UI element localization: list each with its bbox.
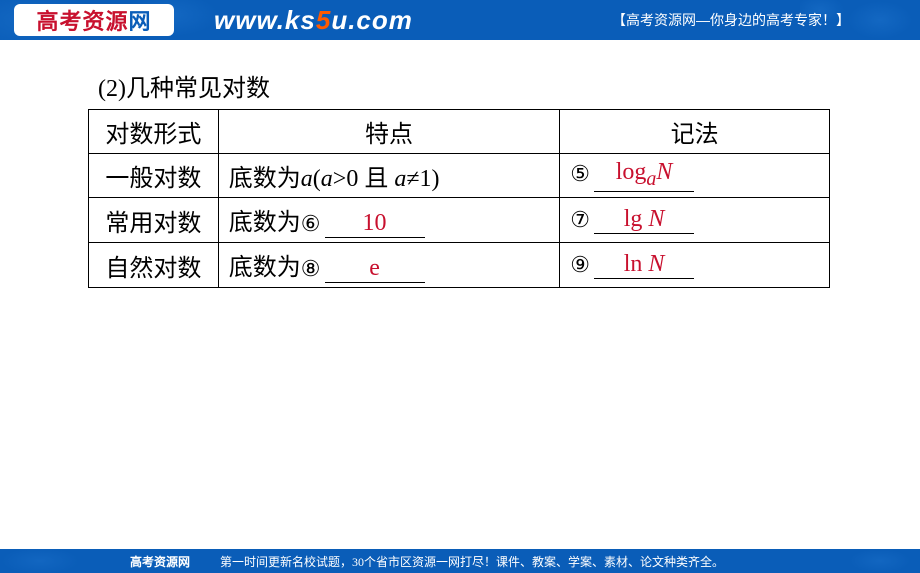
footer-decoration-right [820,549,920,573]
site-url: www.ks5u.com [214,5,413,36]
row1-notation: ⑤logaN [560,154,830,198]
header-form: 对数形式 [89,110,219,154]
table-row: 一般对数 底数为a(a>0 且 a≠1) ⑤logaN [89,154,830,198]
logo-text: 高考资源网 [36,4,151,36]
header-tagline: 【高考资源网—你身边的高考专家！】 [612,10,850,30]
row3-feature: 底数为⑧e [218,243,560,288]
footer-text: 第一时间更新名校试题，30个省市区资源一网打尽！课件、教案、学案、素材、论文种类… [220,553,724,570]
table-row: 自然对数 底数为⑧e ⑨ln N [89,243,830,288]
answer-5: logaN [594,159,694,192]
row2-form: 常用对数 [89,198,219,243]
header-notation: 记法 [560,110,830,154]
answer-6: 10 [325,210,425,238]
row3-notation: ⑨ln N [560,243,830,288]
site-logo: 高考资源网 [14,4,174,36]
content-area: (2)几种常见对数 对数形式 特点 记法 一般对数 底数为a(a>0 且 a≠1… [0,40,920,288]
table-header-row: 对数形式 特点 记法 [89,110,830,154]
header-feature: 特点 [218,110,560,154]
header-bar: 高考资源网 www.ks5u.com 【高考资源网—你身边的高考专家！】 [0,0,920,40]
row1-form: 一般对数 [89,154,219,198]
answer-8: e [325,255,425,283]
answer-7: lg N [594,206,694,234]
footer-decoration-left [0,549,140,573]
table-row: 常用对数 底数为⑥10 ⑦lg N [89,198,830,243]
row2-notation: ⑦lg N [560,198,830,243]
row1-feature: 底数为a(a>0 且 a≠1) [218,154,560,198]
row2-feature: 底数为⑥10 [218,198,560,243]
footer-bar: 高考资源网 第一时间更新名校试题，30个省市区资源一网打尽！课件、教案、学案、素… [0,549,920,573]
answer-9: ln N [594,251,694,279]
logarithm-table: 对数形式 特点 记法 一般对数 底数为a(a>0 且 a≠1) ⑤logaN 常… [88,109,830,288]
section-title: (2)几种常见对数 [98,68,832,103]
row3-form: 自然对数 [89,243,219,288]
